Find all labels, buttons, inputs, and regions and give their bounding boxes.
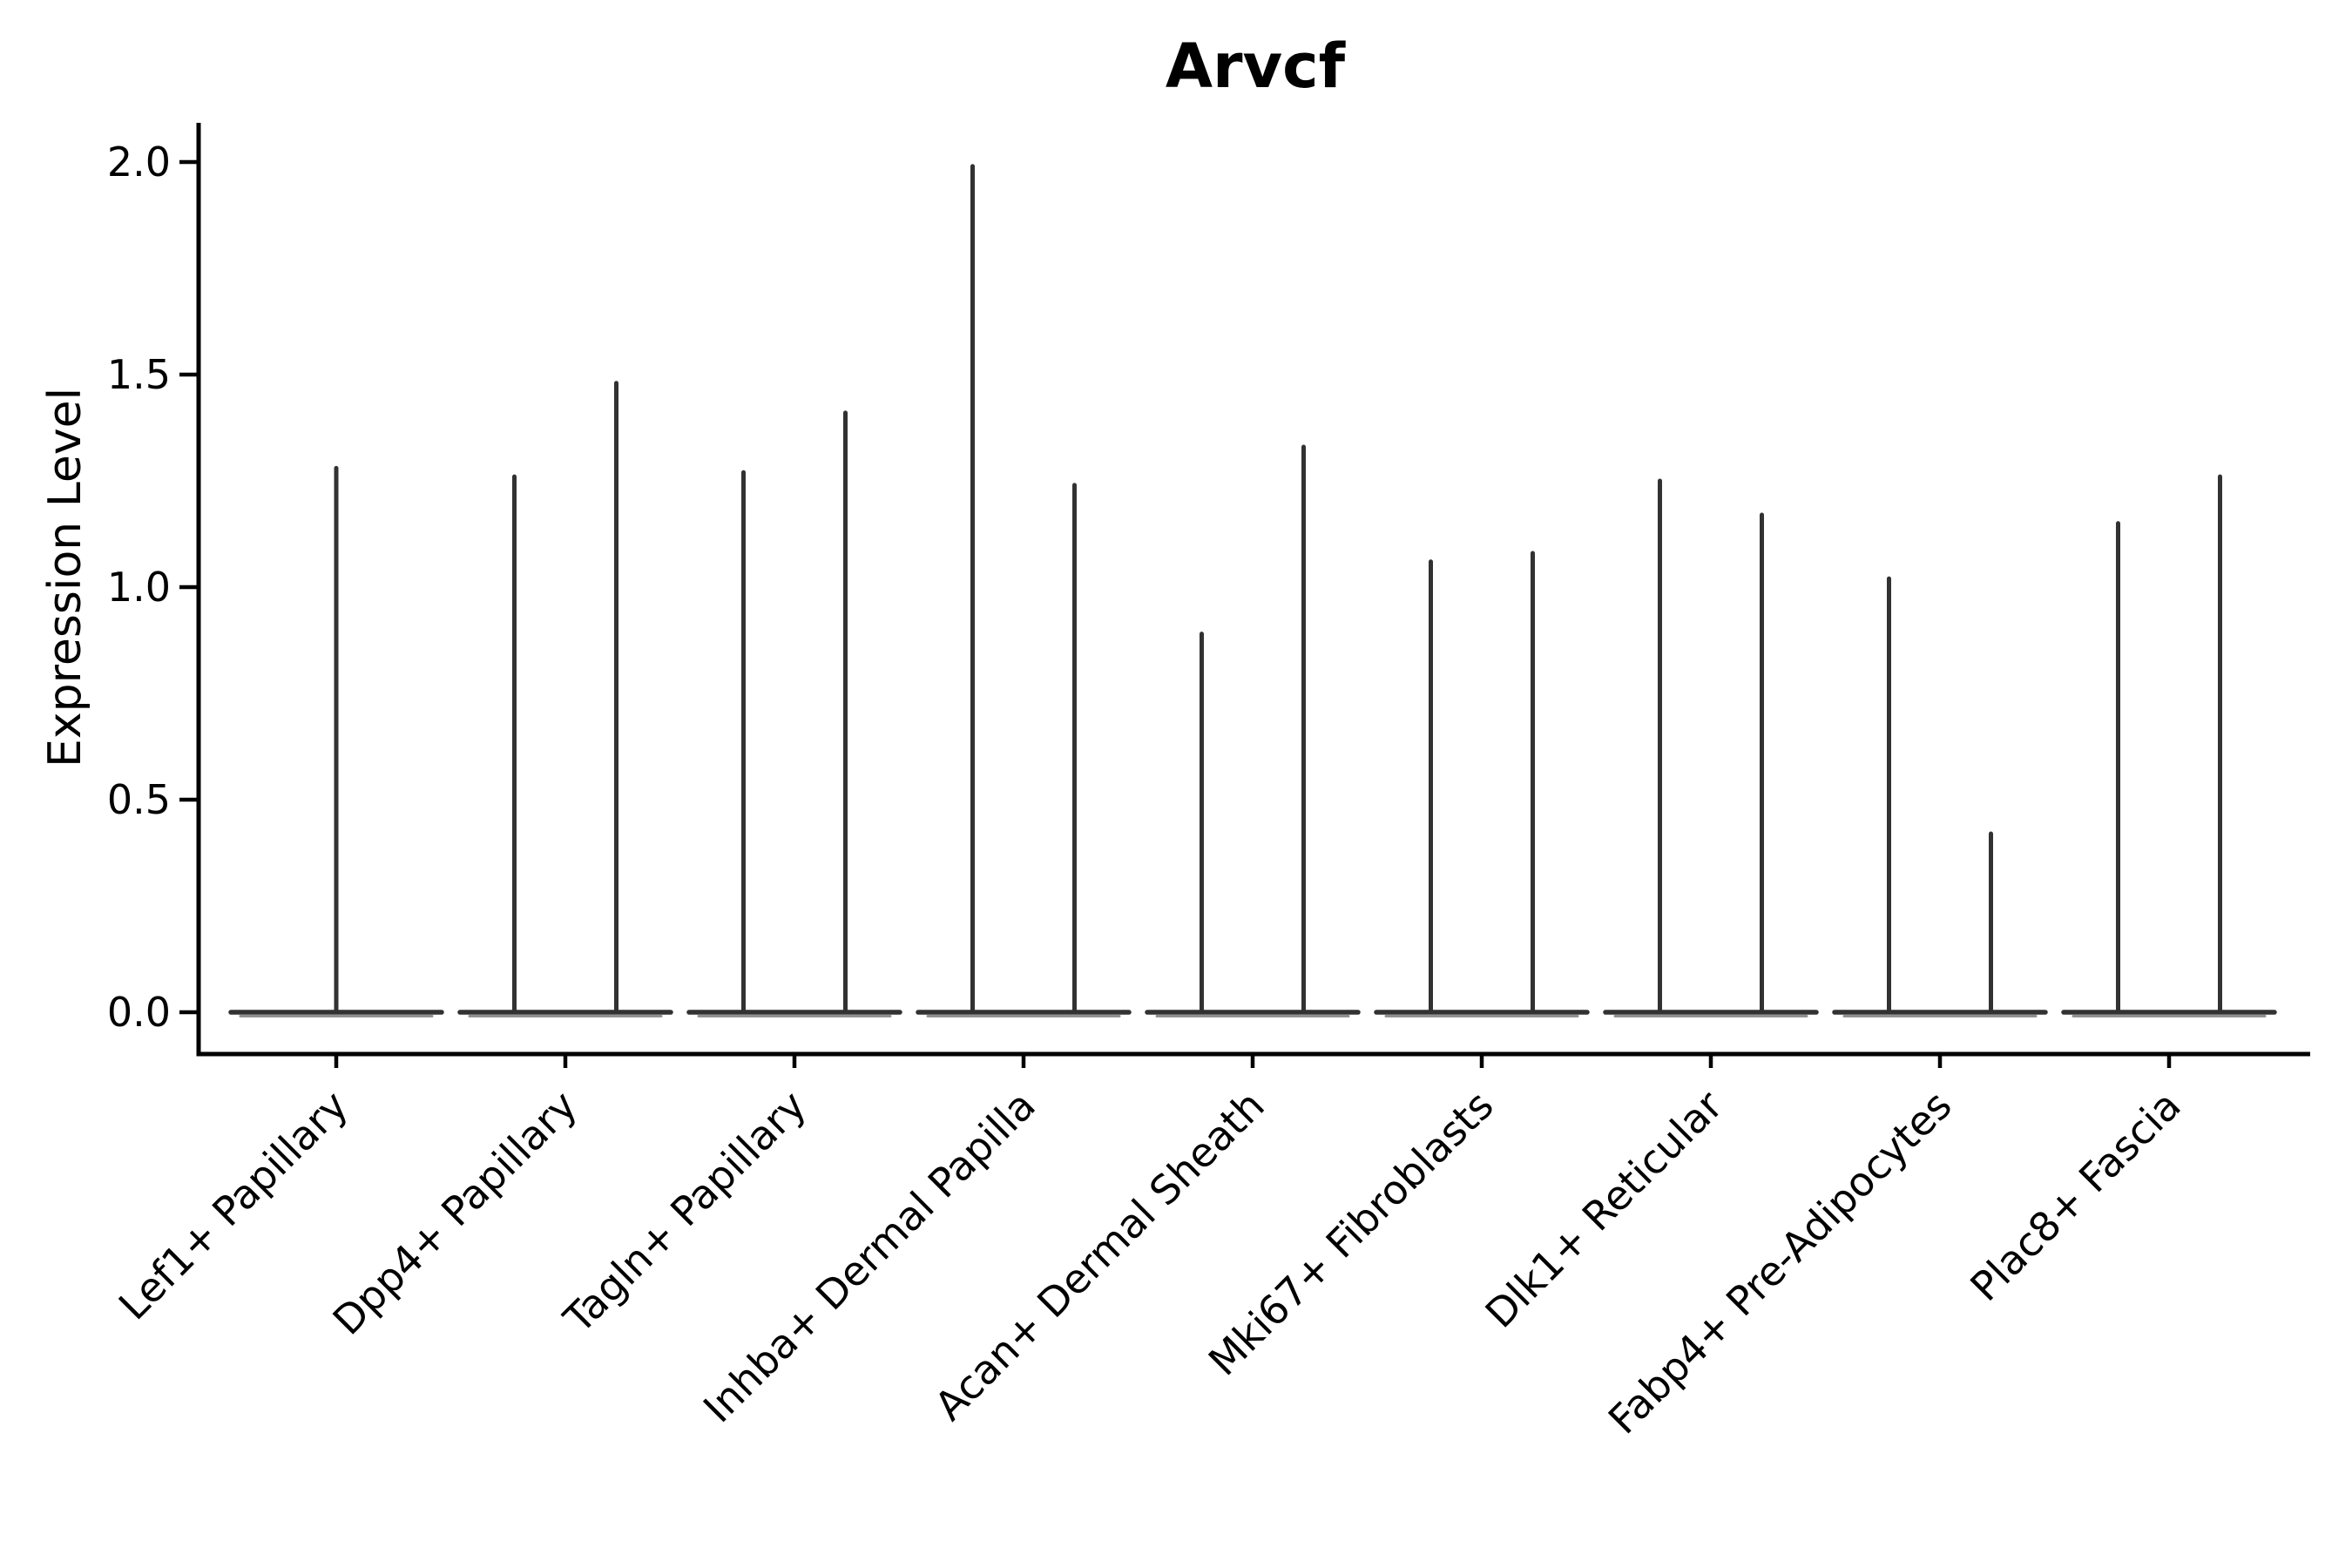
violin-group	[686, 410, 902, 1017]
x-tick-label: Dlk1+ Reticular	[1477, 1082, 1732, 1337]
y-tick-label: 2.0	[107, 139, 171, 186]
violin-group	[1832, 576, 2048, 1017]
x-tick-label: Lef1+ Papillary	[110, 1082, 357, 1329]
chart-title: Arvcf	[1166, 30, 1347, 102]
y-tick-label: 1.5	[107, 351, 171, 398]
violin-group	[1145, 444, 1361, 1017]
violin-group	[2061, 474, 2277, 1017]
y-axis-label: Expression Level	[39, 388, 91, 767]
x-tick-label: Tagln+ Papillary	[554, 1082, 815, 1343]
violin-group	[1374, 551, 1590, 1017]
violin-group	[1603, 478, 1819, 1017]
x-axis-ticks	[334, 1054, 2172, 1068]
y-tick-label: 0.0	[107, 989, 171, 1036]
x-tick-label: Plac8+ Fascia	[1961, 1082, 2189, 1310]
y-tick-label: 1.0	[107, 564, 171, 611]
violin-group	[228, 465, 444, 1017]
y-axis-ticks: 2.0 1.5 1.0 0.5 0.0	[107, 139, 199, 1036]
violins-layer	[228, 164, 2277, 1017]
y-tick-label: 0.5	[107, 776, 171, 823]
violin-group	[457, 381, 673, 1017]
x-tick-label: Dpp4+ Papillary	[324, 1082, 586, 1344]
violin-group	[916, 164, 1132, 1017]
